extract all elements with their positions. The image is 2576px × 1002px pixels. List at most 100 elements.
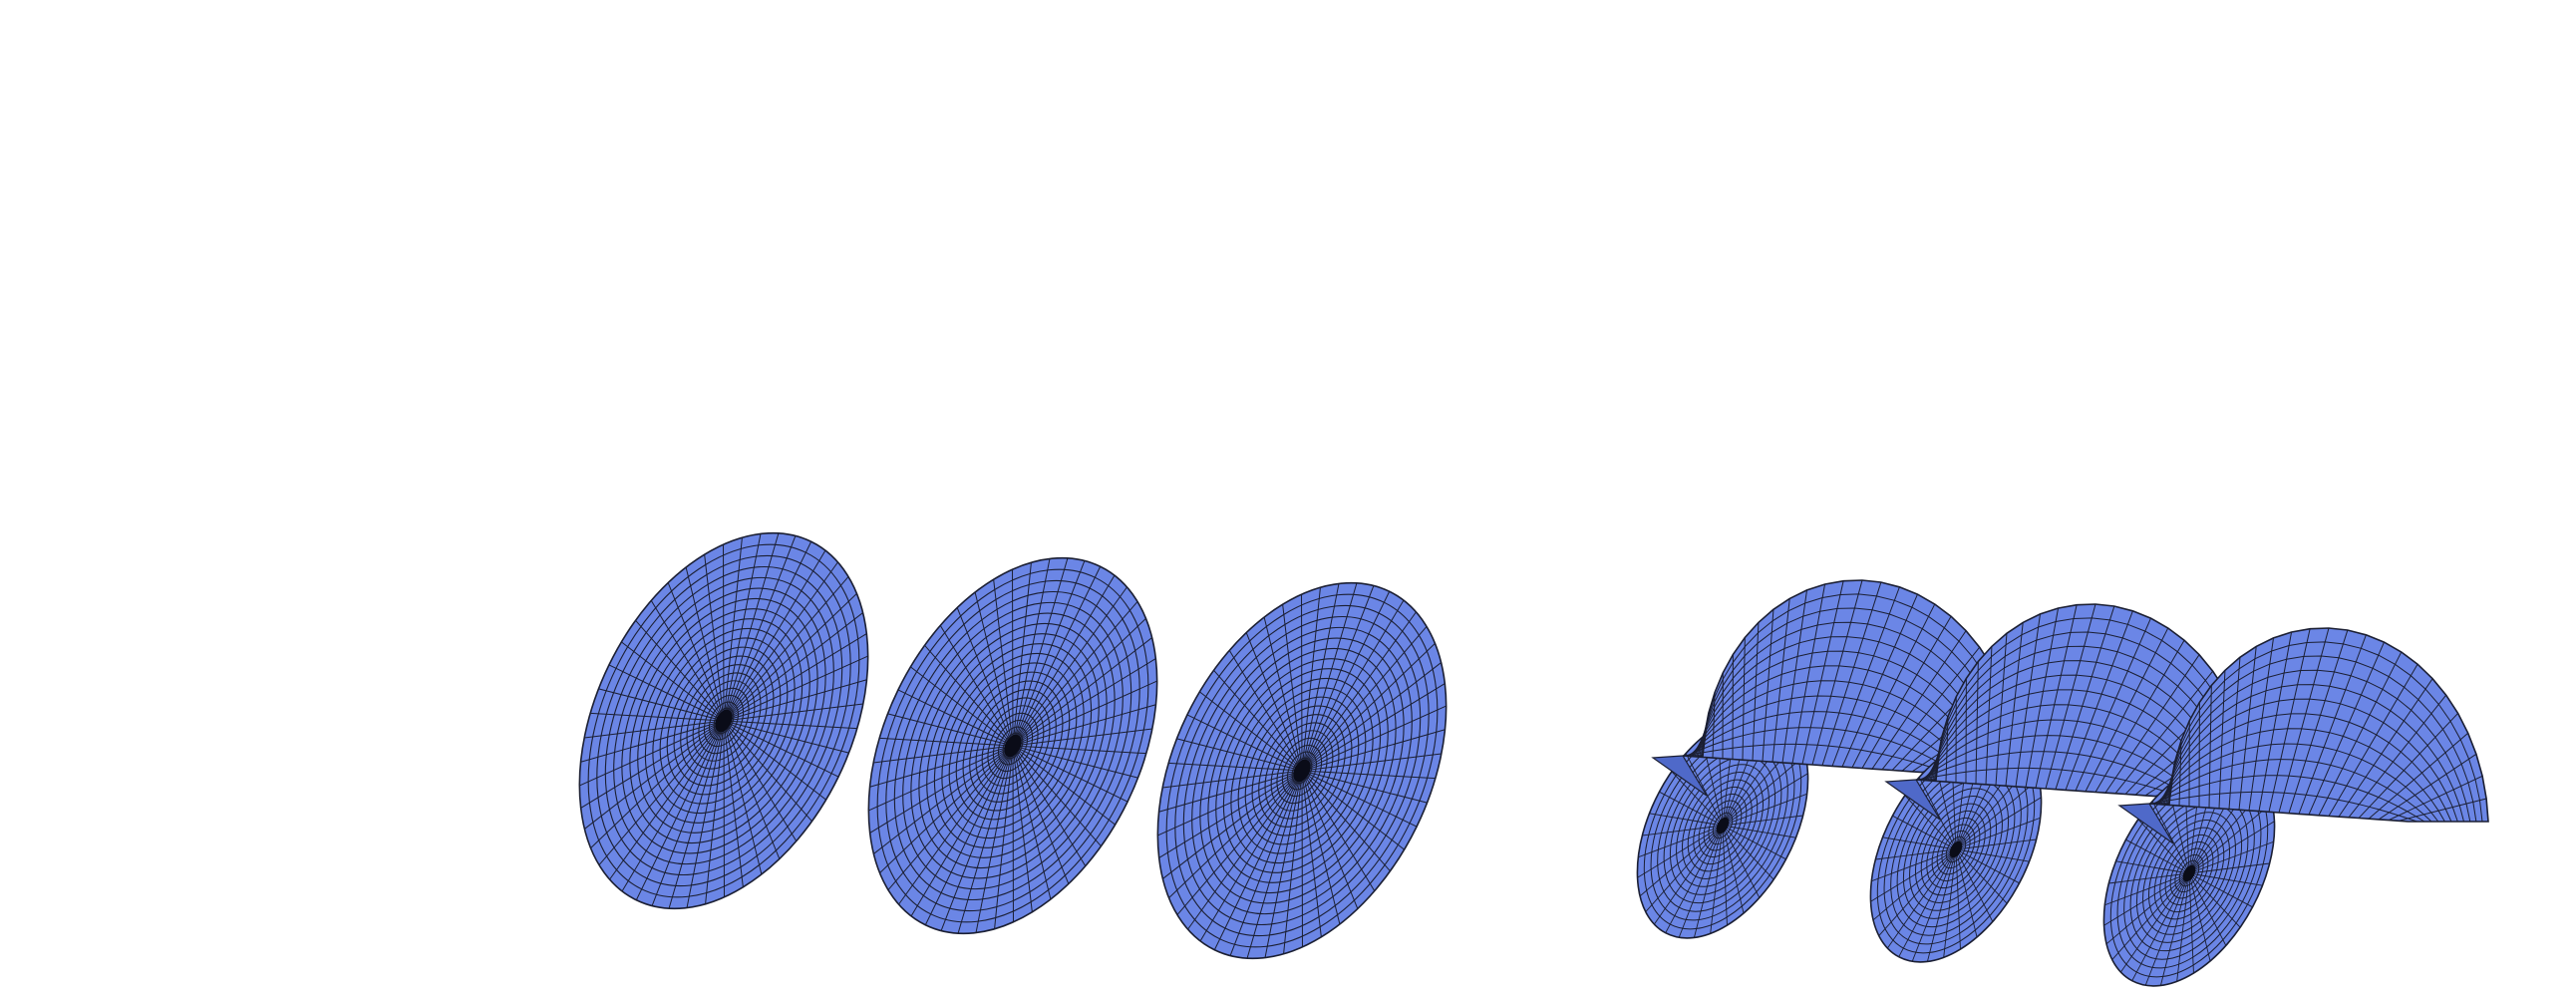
disk-spoke bbox=[635, 619, 725, 722]
lower-disk-spoke bbox=[2137, 819, 2190, 874]
disk-spoke bbox=[668, 720, 725, 909]
arch-ruling bbox=[2318, 651, 2403, 816]
arch-gridline bbox=[1923, 719, 2206, 799]
disk-spoke bbox=[580, 720, 725, 809]
lower-disk-spoke bbox=[1649, 813, 1724, 827]
disk-spoke bbox=[1301, 594, 1303, 772]
lower-disk-spoke bbox=[1955, 848, 1978, 938]
helicoid-surface-3 bbox=[2102, 627, 2489, 987]
helicoid-edge-flap bbox=[1651, 755, 1708, 797]
disk-spoke bbox=[1213, 770, 1303, 950]
arch-ruling bbox=[2258, 631, 2293, 812]
lower-disk-spoke bbox=[1659, 791, 1724, 827]
disk-spoke bbox=[685, 566, 725, 722]
arch-ruling bbox=[2358, 713, 2458, 819]
disk-spoke bbox=[974, 591, 1014, 747]
lower-disk-spoke bbox=[1645, 825, 1724, 912]
helicoid-surface-2 bbox=[1869, 603, 2256, 963]
arch-ruling bbox=[2104, 654, 2200, 794]
disk-spoke bbox=[1012, 637, 1152, 747]
lower-disk-spoke bbox=[1642, 825, 1724, 836]
disk-spoke bbox=[609, 720, 725, 880]
lower-disk-spoke bbox=[2104, 872, 2190, 906]
helicoid-edge-flap bbox=[2117, 803, 2174, 844]
disk-spoke bbox=[1301, 585, 1375, 772]
disk-spoke bbox=[994, 745, 1014, 929]
disk-spoke bbox=[1301, 770, 1322, 937]
disk-spoke bbox=[1176, 738, 1303, 772]
disk-spoke bbox=[1162, 770, 1303, 789]
disk-spoke bbox=[1301, 662, 1442, 772]
disk-core bbox=[1293, 759, 1311, 783]
disk-spoke bbox=[1301, 770, 1303, 947]
arch-ruling bbox=[2114, 670, 2214, 795]
lower-disk-spoke bbox=[2108, 872, 2190, 884]
disk-spoke bbox=[723, 593, 857, 722]
arch-ruling bbox=[2218, 670, 2226, 809]
arch-gridline bbox=[2163, 669, 2471, 823]
disk-spoke bbox=[723, 720, 798, 841]
helicoid-surface-1 bbox=[1636, 579, 2023, 939]
disk-spoke bbox=[1282, 604, 1303, 772]
disk-spoke bbox=[957, 745, 1014, 934]
disk-spoke bbox=[723, 720, 839, 778]
lower-disk-spoke bbox=[2188, 872, 2227, 946]
arch-ruling bbox=[2368, 732, 2469, 820]
lower-disk-spoke bbox=[1722, 825, 1796, 838]
disk-spoke bbox=[1012, 704, 1156, 747]
lower-disk-spoke bbox=[1685, 753, 1724, 827]
arch-ruling bbox=[2238, 646, 2257, 811]
lower-disk-spoke bbox=[1722, 825, 1786, 860]
disk-spoke bbox=[704, 554, 725, 722]
arch-ruling bbox=[2025, 607, 2060, 788]
disk-spoke bbox=[1012, 558, 1051, 747]
disk-spoke bbox=[723, 703, 863, 722]
disk-spoke bbox=[723, 720, 744, 887]
lower-disk-spoke bbox=[2125, 838, 2190, 874]
lower-disk-spoke bbox=[1722, 825, 1745, 914]
lower-disk-spoke bbox=[2188, 802, 2273, 874]
disk-spoke bbox=[580, 720, 725, 763]
disk-spoke bbox=[873, 745, 1014, 764]
lower-disk-spoke bbox=[1955, 848, 1961, 950]
disk-spoke bbox=[910, 745, 1014, 917]
disk-spoke bbox=[1301, 611, 1417, 772]
disk-spoke bbox=[705, 720, 725, 904]
disk-spoke bbox=[723, 720, 725, 897]
arch-ruling bbox=[1811, 579, 1863, 766]
flat-disk-group bbox=[578, 531, 1448, 960]
disk-spoke bbox=[1301, 753, 1442, 772]
arch-gridline bbox=[1919, 751, 2192, 799]
disk-spoke bbox=[1012, 745, 1014, 922]
arch-ruling bbox=[2085, 627, 2169, 792]
lower-disk-spoke bbox=[2151, 801, 2190, 874]
lower-disk-spoke bbox=[1710, 825, 1724, 934]
arch-ruling bbox=[1801, 580, 1844, 765]
disk-spoke bbox=[1301, 587, 1321, 772]
arch-gridline bbox=[2162, 684, 2464, 823]
disk-spoke bbox=[584, 720, 725, 830]
disk-spoke bbox=[1301, 683, 1446, 772]
arch-ruling bbox=[1995, 633, 2008, 786]
lower-disk-spoke bbox=[1904, 795, 1957, 850]
lower-disk-spoke bbox=[1722, 825, 1728, 926]
helicoid-surface-group bbox=[1636, 579, 2489, 987]
lower-disk-spoke bbox=[1955, 797, 2042, 850]
helicoid-edge-flap bbox=[1884, 779, 1941, 821]
arch-ruling bbox=[1752, 622, 1760, 761]
arch-ruling bbox=[2248, 637, 2274, 811]
arch-ruling bbox=[1742, 637, 1746, 761]
lower-disk-spoke bbox=[2120, 872, 2190, 973]
disk-spoke bbox=[1012, 745, 1102, 847]
arch-gridline bbox=[2160, 698, 2458, 823]
arch-ruling bbox=[1841, 593, 1918, 768]
disk-spoke bbox=[635, 720, 725, 900]
disk-spoke bbox=[723, 537, 743, 722]
disk-spoke bbox=[1157, 770, 1303, 836]
disk-spoke bbox=[924, 745, 1014, 925]
lower-disk-spoke bbox=[1955, 838, 2037, 850]
arch-ruling bbox=[2208, 685, 2212, 809]
disk-surface-1 bbox=[578, 531, 869, 910]
arch-gridline bbox=[2167, 641, 2483, 823]
disk-spoke bbox=[1301, 770, 1418, 828]
